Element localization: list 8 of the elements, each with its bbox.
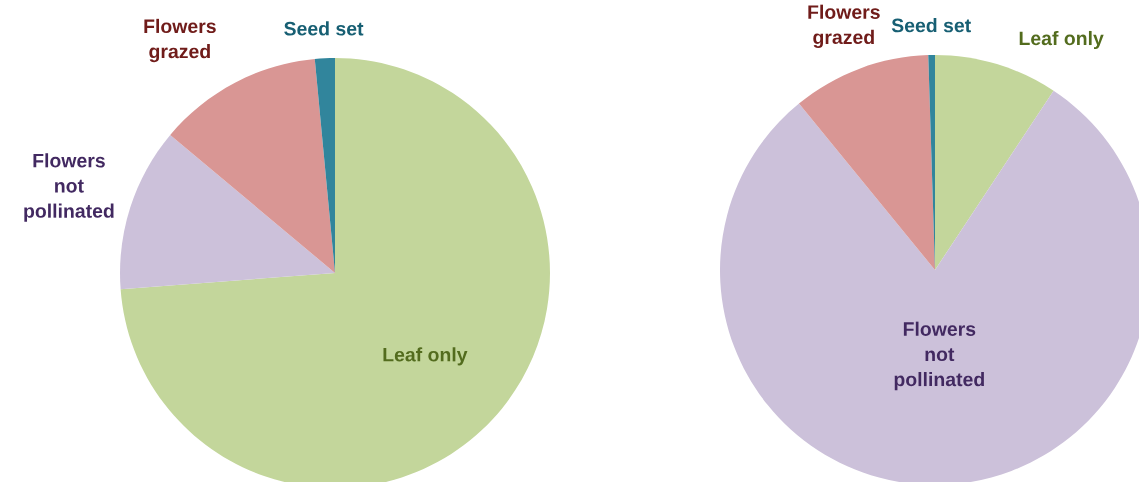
slice-label: Flowers grazed [808, 4, 880, 49]
slice-label: Seed set [284, 21, 364, 36]
slice-label: Flowers grazed [144, 18, 216, 63]
slice-label: Leaf only [1019, 30, 1104, 50]
slice-label: Leaf only [383, 347, 468, 366]
slice-label: Flowers not pollinated [24, 153, 114, 222]
slice-label: Seed set [891, 18, 971, 33]
slice-label: Flowers not pollinated [894, 321, 984, 391]
